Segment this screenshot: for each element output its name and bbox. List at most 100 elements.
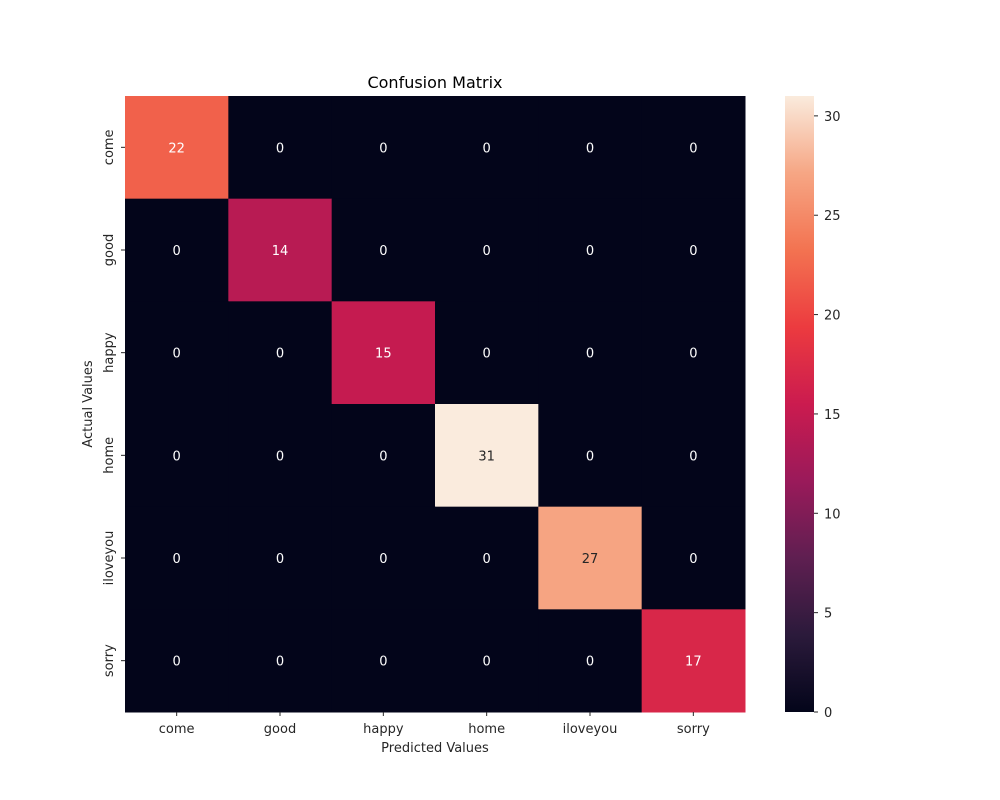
cell-value-label: 0 [173, 244, 181, 259]
cell-value-label: 0 [483, 347, 491, 362]
cell-value-label: 0 [483, 244, 491, 259]
heatmap-cell [435, 301, 539, 405]
heatmap-cell [538, 301, 643, 405]
heatmap-cell [228, 198, 333, 302]
colorbar-tick-label: 10 [824, 507, 841, 522]
cell-value-label: 0 [276, 141, 284, 156]
colorbar-ticks: 0 5 10 15 20 25 30 [814, 110, 841, 721]
heatmap-cell [435, 198, 539, 302]
heatmap-cell-labels: 22 0 0 0 0 0 0 14 0 0 0 0 0 0 15 0 0 0 0 0 0 31 0 0 0 0 0 0 27 0 0 0 0 0 0… [168, 141, 701, 669]
cell-value-label: 0 [586, 141, 594, 156]
heatmap-cell [331, 609, 436, 713]
heatmap-cell [228, 404, 333, 508]
cell-value-label: 0 [586, 244, 594, 259]
heatmap-cell [641, 609, 746, 713]
colorbar-tick-label: 5 [824, 607, 832, 622]
cell-value-label: 0 [689, 141, 697, 156]
heatmap-cell [435, 96, 539, 200]
heatmap-cell [435, 609, 539, 713]
cell-value-label: 22 [168, 141, 185, 156]
cell-value-label: 31 [478, 449, 495, 464]
cell-value-label: 27 [582, 552, 599, 567]
heatmap-cell [331, 404, 436, 508]
heatmap-cell [228, 609, 333, 713]
y-tick-label: home [102, 437, 117, 474]
cell-value-label: 0 [689, 552, 697, 567]
cell-value-label: 0 [276, 552, 284, 567]
y-tick-label: good [102, 234, 117, 266]
y-axis-ticks: come good happy home iloveyou sorry [102, 129, 125, 677]
cell-value-label: 0 [173, 449, 181, 464]
y-axis-label: Actual Values [81, 360, 96, 448]
heatmap-cell [641, 506, 746, 610]
colorbar-tick-label: 0 [824, 706, 832, 721]
y-tick-label: sorry [102, 644, 117, 677]
heatmap-cell [125, 609, 229, 713]
heatmap-cell [538, 506, 643, 610]
cell-value-label: 0 [483, 655, 491, 670]
y-tick-label: happy [102, 332, 117, 373]
colorbar-tick-label: 20 [824, 309, 841, 324]
cell-value-label: 0 [379, 244, 387, 259]
heatmap-cell [228, 506, 333, 610]
cell-value-label: 0 [689, 244, 697, 259]
cell-value-label: 0 [276, 655, 284, 670]
heatmap-cell [331, 506, 436, 610]
heatmap-cell [125, 96, 229, 200]
heatmap-cell [641, 301, 746, 405]
cell-value-label: 0 [379, 655, 387, 670]
cell-value-label: 0 [173, 347, 181, 362]
heatmap-cell [538, 96, 643, 200]
x-tick-label: good [264, 722, 296, 737]
cell-value-label: 0 [689, 347, 697, 362]
cell-value-label: 0 [586, 449, 594, 464]
colorbar-tick-label: 15 [824, 408, 841, 423]
heatmap-cell [641, 198, 746, 302]
colorbar-tick-label: 30 [824, 110, 841, 125]
heatmap-cell [331, 301, 436, 405]
heatmap-cell [538, 609, 643, 713]
cell-value-label: 15 [375, 347, 392, 362]
cell-value-label: 0 [276, 449, 284, 464]
x-axis-label: Predicted Values [381, 741, 489, 756]
x-tick-label: come [159, 722, 195, 737]
cell-value-label: 0 [173, 655, 181, 670]
cell-value-label: 14 [272, 244, 289, 259]
heatmap-cell [641, 96, 746, 200]
heatmap-cell [641, 404, 746, 508]
cell-value-label: 0 [379, 552, 387, 567]
heatmap-cell [331, 198, 436, 302]
heatmap-cell [125, 301, 229, 405]
heatmap-cells [125, 96, 746, 713]
cell-value-label: 0 [173, 552, 181, 567]
heatmap-cell [125, 198, 229, 302]
heatmap-cell [228, 96, 333, 200]
cell-value-label: 0 [483, 141, 491, 156]
heatmap-cell [228, 301, 333, 405]
chart-title: Confusion Matrix [367, 73, 502, 92]
cell-value-label: 0 [689, 449, 697, 464]
heatmap-cell [538, 404, 643, 508]
heatmap-cell [435, 404, 539, 508]
cell-value-label: 0 [483, 552, 491, 567]
x-axis-ticks: come good happy home iloveyou sorry [159, 712, 710, 737]
cell-value-label: 0 [586, 347, 594, 362]
heatmap-cell [331, 96, 436, 200]
cell-value-label: 0 [586, 655, 594, 670]
x-tick-label: happy [363, 722, 404, 737]
y-tick-label: come [102, 129, 117, 165]
x-tick-label: iloveyou [563, 722, 618, 737]
colorbar [785, 96, 814, 712]
heatmap-cell [435, 506, 539, 610]
cell-value-label: 0 [379, 449, 387, 464]
heatmap-cell [125, 506, 229, 610]
colorbar-tick-label: 25 [824, 209, 841, 224]
heatmap-cell [125, 404, 229, 508]
x-tick-label: home [468, 722, 505, 737]
cell-value-label: 0 [379, 141, 387, 156]
cell-value-label: 0 [276, 347, 284, 362]
y-tick-label: iloveyou [102, 531, 117, 586]
cell-value-label: 17 [685, 655, 702, 670]
heatmap-cell [538, 198, 643, 302]
